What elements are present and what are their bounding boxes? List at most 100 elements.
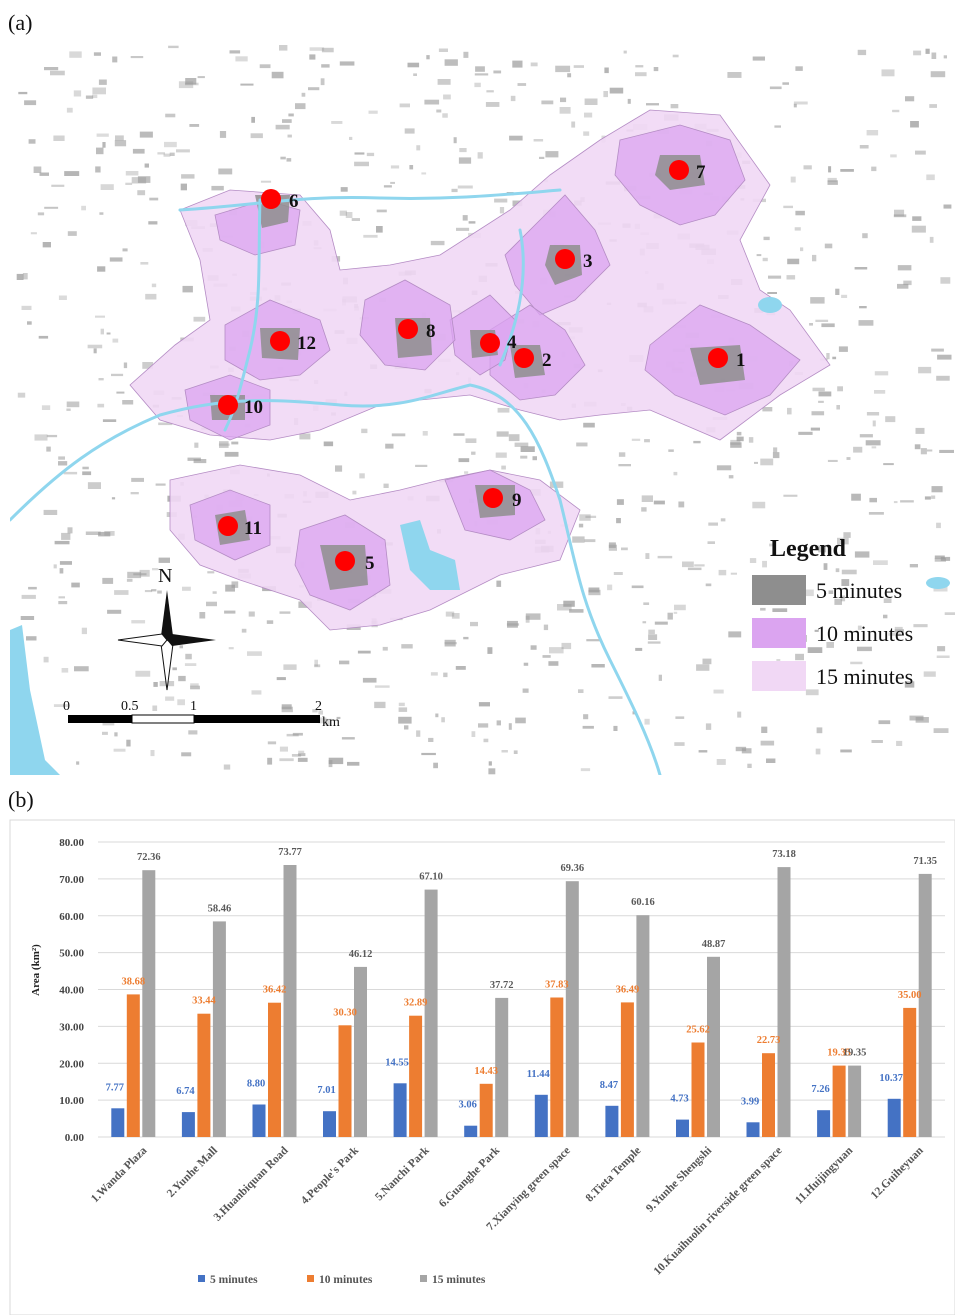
building-footprint [59,568,64,574]
building-footprint [126,578,133,582]
bar-5-minutes [181,1112,195,1137]
site-marker-1[interactable] [708,348,728,368]
building-footprint [762,407,773,412]
building-footprint [827,459,838,462]
data-label: 72.36 [137,852,161,863]
building-footprint [807,647,823,653]
site-marker-2[interactable] [514,348,534,368]
building-footprint [583,131,590,136]
building-footprint [228,647,234,650]
building-footprint [588,589,601,596]
y-tick-label: 0.00 [65,1132,85,1144]
data-label: 71.35 [913,856,937,867]
site-marker-6[interactable] [261,189,281,209]
building-footprint [943,55,947,59]
building-footprint [648,634,658,640]
building-footprint [181,752,192,757]
building-footprint [58,456,65,460]
building-footprint [647,641,661,644]
building-footprint [936,522,941,529]
building-footprint [696,664,710,671]
building-footprint [18,91,28,95]
data-label: 48.87 [702,939,726,950]
building-footprint [865,440,881,446]
building-footprint [142,362,154,369]
building-footprint [85,95,94,99]
bar-10-minutes [338,1025,352,1137]
site-marker-12[interactable] [270,331,290,351]
building-footprint [653,67,659,72]
bar-10-minutes [409,1015,423,1137]
building-footprint [53,564,57,569]
building-footprint [109,257,123,262]
site-marker-11[interactable] [218,516,238,536]
building-footprint [929,236,934,243]
building-footprint [93,348,97,354]
site-marker-9[interactable] [483,488,503,508]
building-footprint [716,465,732,471]
building-footprint [843,532,851,538]
building-footprint [762,560,767,568]
building-footprint [280,156,286,160]
site-marker-4[interactable] [480,333,500,353]
building-footprint [409,165,414,170]
building-footprint [728,631,742,638]
chart-gridlines [98,841,945,1138]
building-footprint [148,221,158,225]
building-footprint [328,757,344,765]
building-footprint [509,135,523,141]
building-footprint [324,718,332,726]
building-footprint [823,563,828,570]
building-footprint [279,45,288,51]
chart-bars [111,865,932,1137]
building-footprint [383,483,389,488]
building-footprint [66,401,80,408]
building-footprint [158,557,170,563]
scale-tick-0: 0 [63,699,70,714]
building-footprint [720,518,726,522]
site-marker-10[interactable] [218,395,238,415]
building-footprint [728,475,734,479]
building-footprint [295,103,306,110]
building-footprint [897,265,912,271]
building-footprint [635,647,643,651]
building-footprint [335,465,343,472]
building-footprint [816,727,823,734]
building-footprint [752,56,765,61]
building-footprint [137,190,146,196]
building-footprint [390,181,395,184]
building-footprint [464,471,469,474]
building-footprint [87,482,101,489]
building-footprint [613,725,618,731]
building-footprint [339,210,347,216]
building-footprint [363,234,378,238]
building-footprint [477,152,483,159]
building-footprint [918,366,932,374]
site-marker-8[interactable] [398,319,418,339]
site-marker-3[interactable] [555,249,575,269]
building-footprint [616,499,624,505]
building-footprint [339,660,350,665]
building-footprint [926,174,935,181]
building-footprint [279,758,294,762]
building-footprint [366,152,375,157]
building-footprint [112,56,118,63]
building-footprint [644,718,650,725]
building-footprint [144,590,153,593]
building-footprint [838,346,848,352]
building-footprint [674,742,685,746]
bar-15-minutes [707,956,720,1137]
building-footprint [16,273,24,280]
site-marker-5[interactable] [335,551,355,571]
building-footprint [943,204,952,209]
building-footprint [271,71,284,79]
building-footprint [172,667,177,671]
building-footprint [349,136,353,140]
bar-10-minutes [832,1065,846,1137]
building-footprint [281,706,293,713]
building-footprint [837,386,843,392]
building-footprint [145,293,157,300]
building-footprint [644,439,650,443]
building-footprint [76,761,80,765]
site-marker-7[interactable] [669,160,689,180]
